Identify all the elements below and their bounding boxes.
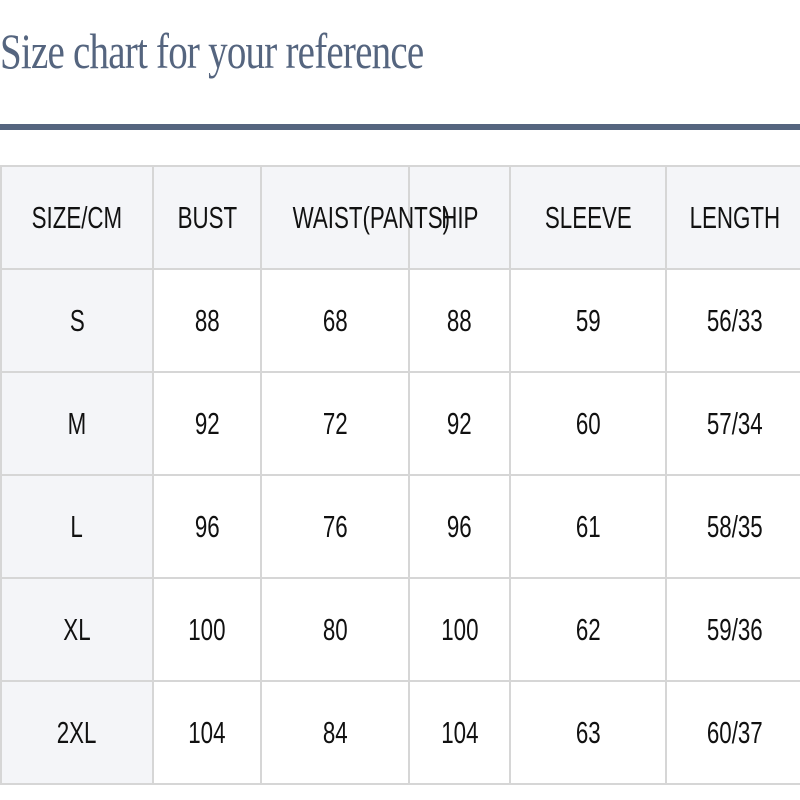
header-cell: HIP <box>408 165 511 270</box>
table-cell: 100 <box>408 577 511 682</box>
table-row: S 88 68 88 59 56/33 <box>0 268 800 373</box>
cell-text: 84 <box>322 714 348 750</box>
size-label-cell: S <box>0 268 154 373</box>
table-row: M 92 72 92 60 57/34 <box>0 371 800 476</box>
cell-text: 58/35 <box>706 508 763 544</box>
cell-text: S <box>69 302 85 338</box>
cell-text: 60 <box>575 405 601 441</box>
table-cell: 72 <box>260 371 410 476</box>
table-row: XL 100 80 100 62 59/36 <box>0 577 800 682</box>
table-cell: 56/33 <box>665 268 800 373</box>
cell-text: 88 <box>194 302 220 338</box>
header-cell: WAIST(PANTS) <box>260 165 450 270</box>
cell-text: L <box>70 508 84 544</box>
table-row: L 96 76 96 61 58/35 <box>0 474 800 579</box>
header-row: SIZE/CM BUST WAIST(PANTS) HIP SLEEVE LENGTH <box>0 165 800 270</box>
cell-text: 2XL <box>57 714 97 750</box>
table-cell: 60 <box>509 371 667 476</box>
cell-text: 104 <box>440 714 479 750</box>
header-cell: LENGTH <box>665 165 800 270</box>
cell-text: 63 <box>575 714 601 750</box>
cell-text: 92 <box>447 405 472 441</box>
table-cell: 92 <box>152 371 262 476</box>
header-cell: BUST <box>152 165 262 270</box>
cell-text: 92 <box>194 405 220 441</box>
cell-text: 100 <box>440 611 479 647</box>
table-cell: 59/36 <box>665 577 800 682</box>
size-label-cell: 2XL <box>0 680 154 785</box>
table-cell: 68 <box>260 268 410 373</box>
cell-text: SLEEVE <box>544 199 632 235</box>
cell-text: 76 <box>322 508 348 544</box>
table-cell: 76 <box>260 474 410 579</box>
size-chart-table: SIZE/CM BUST WAIST(PANTS) HIP SLEEVE LENGTH S 8… <box>0 165 800 785</box>
header-cell: SLEEVE <box>509 165 667 270</box>
table-cell: 62 <box>509 577 667 682</box>
cell-text: 62 <box>575 611 601 647</box>
table-cell: 84 <box>260 680 410 785</box>
size-label-cell: XL <box>0 577 154 682</box>
cell-text: 96 <box>194 508 220 544</box>
table-cell: 96 <box>152 474 262 579</box>
table-cell: 104 <box>152 680 262 785</box>
cell-text: 96 <box>447 508 472 544</box>
page-title: Size chart for your reference <box>0 23 424 79</box>
table-cell: 92 <box>408 371 511 476</box>
cell-text: 61 <box>575 508 601 544</box>
cell-text: 104 <box>188 714 226 750</box>
cell-text: SIZE/CM <box>31 199 123 235</box>
cell-text: HIP <box>440 199 479 235</box>
cell-text: 59 <box>575 302 601 338</box>
cell-text: 88 <box>447 302 472 338</box>
cell-text: 57/34 <box>706 405 763 441</box>
cell-text: WAIST(PANTS) <box>292 199 451 235</box>
cell-text: 60/37 <box>706 714 763 750</box>
cell-text: XL <box>63 611 91 647</box>
cell-text: 68 <box>322 302 348 338</box>
table-cell: 80 <box>260 577 410 682</box>
table-row: 2XL 104 84 104 63 60/37 <box>0 680 800 785</box>
cell-text: 72 <box>322 405 348 441</box>
table-cell: 60/37 <box>665 680 800 785</box>
cell-text: 59/36 <box>706 611 763 647</box>
table-cell: 63 <box>509 680 667 785</box>
table-cell: 104 <box>408 680 511 785</box>
cell-text: BUST <box>177 199 237 235</box>
cell-text: M <box>67 405 87 441</box>
cell-text: 56/33 <box>706 302 763 338</box>
size-label-cell: M <box>0 371 154 476</box>
table-cell: 100 <box>152 577 262 682</box>
table-cell: 88 <box>408 268 511 373</box>
cell-text: 80 <box>322 611 348 647</box>
cell-text: LENGTH <box>689 199 780 235</box>
header-cell: SIZE/CM <box>0 165 154 270</box>
table-cell: 88 <box>152 268 262 373</box>
table-cell: 96 <box>408 474 511 579</box>
table-cell: 59 <box>509 268 667 373</box>
table-cell: 57/34 <box>665 371 800 476</box>
size-label-cell: L <box>0 474 154 579</box>
table-cell: 61 <box>509 474 667 579</box>
cell-text: 100 <box>188 611 226 647</box>
table-cell: 58/35 <box>665 474 800 579</box>
title-divider <box>0 124 800 130</box>
